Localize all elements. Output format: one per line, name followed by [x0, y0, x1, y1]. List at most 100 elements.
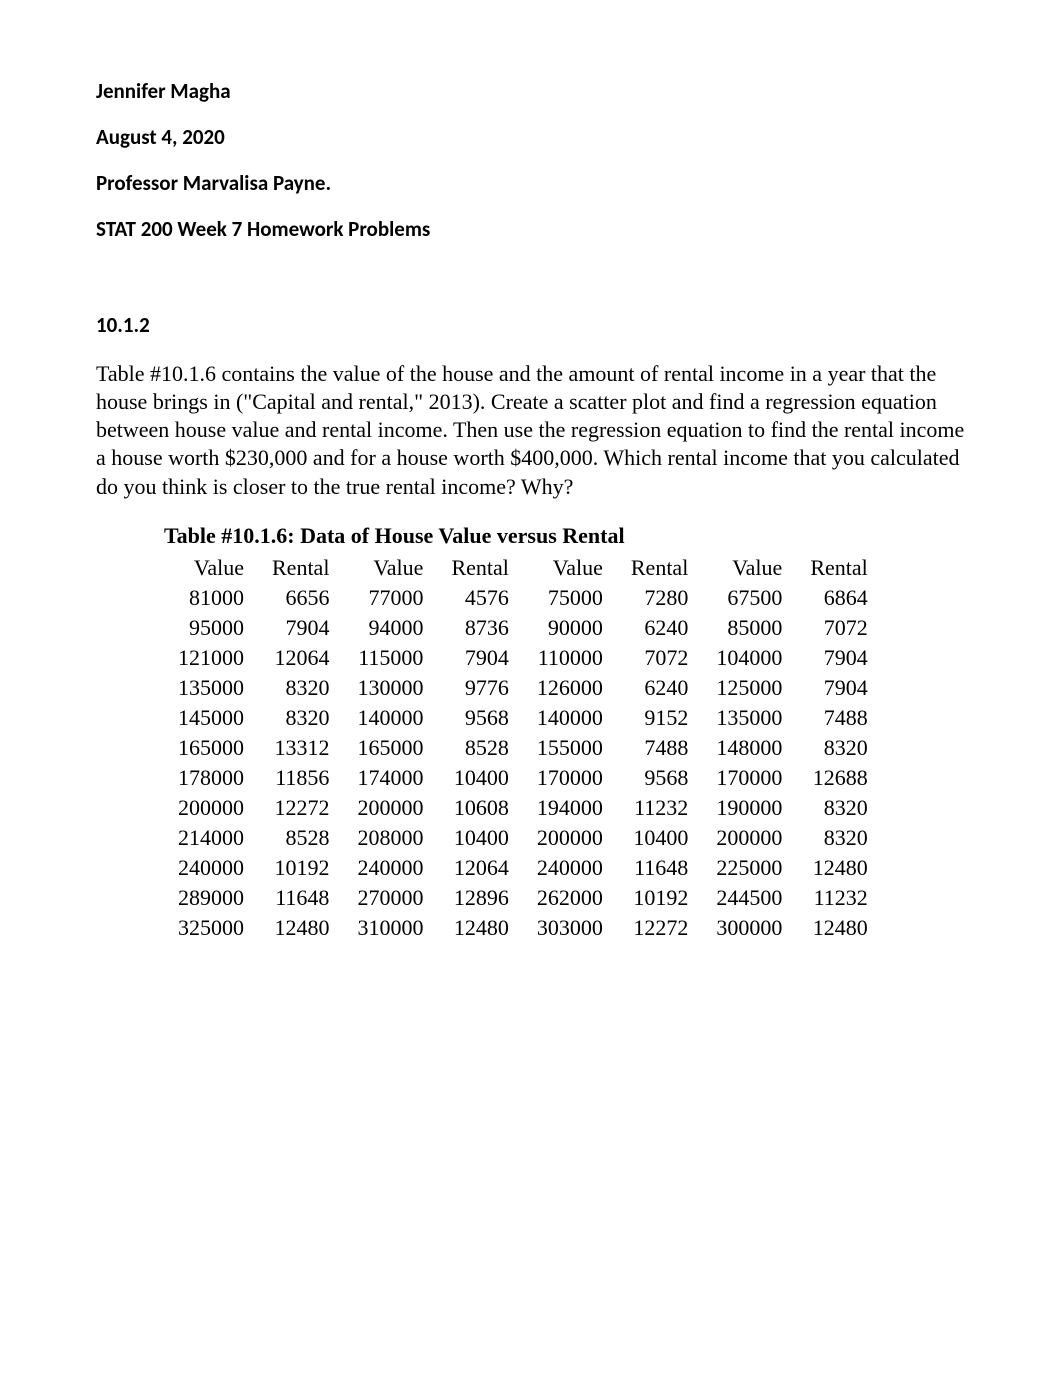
- table-cell: 12896: [437, 883, 522, 913]
- table-cell: 325000: [164, 913, 258, 943]
- table-cell: 6240: [617, 613, 702, 643]
- table-cell: 165000: [343, 733, 437, 763]
- course-line: STAT 200 Week 7 Homework Problems: [96, 216, 966, 242]
- table-cell: 140000: [343, 703, 437, 733]
- table-cell: 8320: [258, 703, 343, 733]
- table-row: 1210001206411500079041100007072104000790…: [164, 643, 882, 673]
- table-cell: 170000: [523, 763, 617, 793]
- table-cell: 262000: [523, 883, 617, 913]
- table-row: 2400001019224000012064240000116482250001…: [164, 853, 882, 883]
- table-cell: 130000: [343, 673, 437, 703]
- table-cell: 140000: [523, 703, 617, 733]
- table-cell: 8528: [258, 823, 343, 853]
- table-row: 2890001164827000012896262000101922445001…: [164, 883, 882, 913]
- table-cell: 7488: [796, 703, 881, 733]
- table-body: 8100066567700045767500072806750068649500…: [164, 583, 882, 943]
- table-cell: 310000: [343, 913, 437, 943]
- table-cell: 174000: [343, 763, 437, 793]
- table-cell: 145000: [164, 703, 258, 733]
- table-cell: 12272: [258, 793, 343, 823]
- table-cell: 148000: [702, 733, 796, 763]
- table-cell: 10192: [617, 883, 702, 913]
- date-line: August 4, 2020: [96, 124, 966, 150]
- table-cell: 270000: [343, 883, 437, 913]
- document-header: Jennifer Magha August 4, 2020 Professor …: [96, 78, 966, 242]
- col-header: Value: [164, 553, 258, 583]
- table-cell: 303000: [523, 913, 617, 943]
- table-cell: 208000: [343, 823, 437, 853]
- table-caption: Table #10.1.6: Data of House Value versu…: [164, 523, 966, 549]
- table-cell: 94000: [343, 613, 437, 643]
- table-cell: 12480: [258, 913, 343, 943]
- table-cell: 11856: [258, 763, 343, 793]
- table-cell: 10400: [617, 823, 702, 853]
- table-cell: 104000: [702, 643, 796, 673]
- table-cell: 165000: [164, 733, 258, 763]
- table-cell: 200000: [702, 823, 796, 853]
- table-cell: 200000: [164, 793, 258, 823]
- table-cell: 6240: [617, 673, 702, 703]
- table-cell: 12064: [258, 643, 343, 673]
- table-cell: 8320: [258, 673, 343, 703]
- table-cell: 8320: [796, 823, 881, 853]
- table-cell: 75000: [523, 583, 617, 613]
- table-cell: 10608: [437, 793, 522, 823]
- section-number: 10.1.2: [96, 312, 966, 338]
- col-header: Value: [343, 553, 437, 583]
- table-row: 950007904940008736900006240850007072: [164, 613, 882, 643]
- col-header: Rental: [258, 553, 343, 583]
- col-header: Rental: [796, 553, 881, 583]
- table-cell: 7072: [796, 613, 881, 643]
- problem-statement: Table #10.1.6 contains the value of the …: [96, 360, 966, 501]
- table-cell: 6656: [258, 583, 343, 613]
- table-cell: 13312: [258, 733, 343, 763]
- table-cell: 11232: [617, 793, 702, 823]
- table-cell: 178000: [164, 763, 258, 793]
- table-cell: 9776: [437, 673, 522, 703]
- table-cell: 10400: [437, 763, 522, 793]
- table-cell: 135000: [164, 673, 258, 703]
- document-page: Jennifer Magha August 4, 2020 Professor …: [0, 0, 1062, 1377]
- table-cell: 214000: [164, 823, 258, 853]
- table-cell: 7904: [437, 643, 522, 673]
- table-cell: 11648: [617, 853, 702, 883]
- house-value-rental-table: Value Rental Value Rental Value Rental V…: [164, 553, 882, 943]
- table-row: 1350008320130000977612600062401250007904: [164, 673, 882, 703]
- table-cell: 289000: [164, 883, 258, 913]
- table-cell: 10192: [258, 853, 343, 883]
- table-cell: 9568: [617, 763, 702, 793]
- table-row: 2000001227220000010608194000112321900008…: [164, 793, 882, 823]
- table-cell: 12272: [617, 913, 702, 943]
- table-cell: 240000: [164, 853, 258, 883]
- table-cell: 95000: [164, 613, 258, 643]
- table-row: 1450008320140000956814000091521350007488: [164, 703, 882, 733]
- table-cell: 200000: [343, 793, 437, 823]
- table-cell: 9568: [437, 703, 522, 733]
- table-cell: 7904: [258, 613, 343, 643]
- table-cell: 135000: [702, 703, 796, 733]
- table-cell: 170000: [702, 763, 796, 793]
- table-row: 1650001331216500085281550007488148000832…: [164, 733, 882, 763]
- col-header: Value: [702, 553, 796, 583]
- table-cell: 7072: [617, 643, 702, 673]
- col-header: Rental: [617, 553, 702, 583]
- table-cell: 244500: [702, 883, 796, 913]
- col-header: Value: [523, 553, 617, 583]
- table-cell: 190000: [702, 793, 796, 823]
- table-cell: 8736: [437, 613, 522, 643]
- table-cell: 240000: [343, 853, 437, 883]
- table-cell: 8320: [796, 793, 881, 823]
- table-cell: 85000: [702, 613, 796, 643]
- table-cell: 10400: [437, 823, 522, 853]
- table-cell: 7904: [796, 643, 881, 673]
- table-cell: 81000: [164, 583, 258, 613]
- table-cell: 4576: [437, 583, 522, 613]
- author-line: Jennifer Magha: [96, 78, 966, 104]
- table-cell: 7488: [617, 733, 702, 763]
- table-cell: 125000: [702, 673, 796, 703]
- table-cell: 11232: [796, 883, 881, 913]
- table-row: 3250001248031000012480303000122723000001…: [164, 913, 882, 943]
- table-cell: 7904: [796, 673, 881, 703]
- table-cell: 155000: [523, 733, 617, 763]
- table-cell: 9152: [617, 703, 702, 733]
